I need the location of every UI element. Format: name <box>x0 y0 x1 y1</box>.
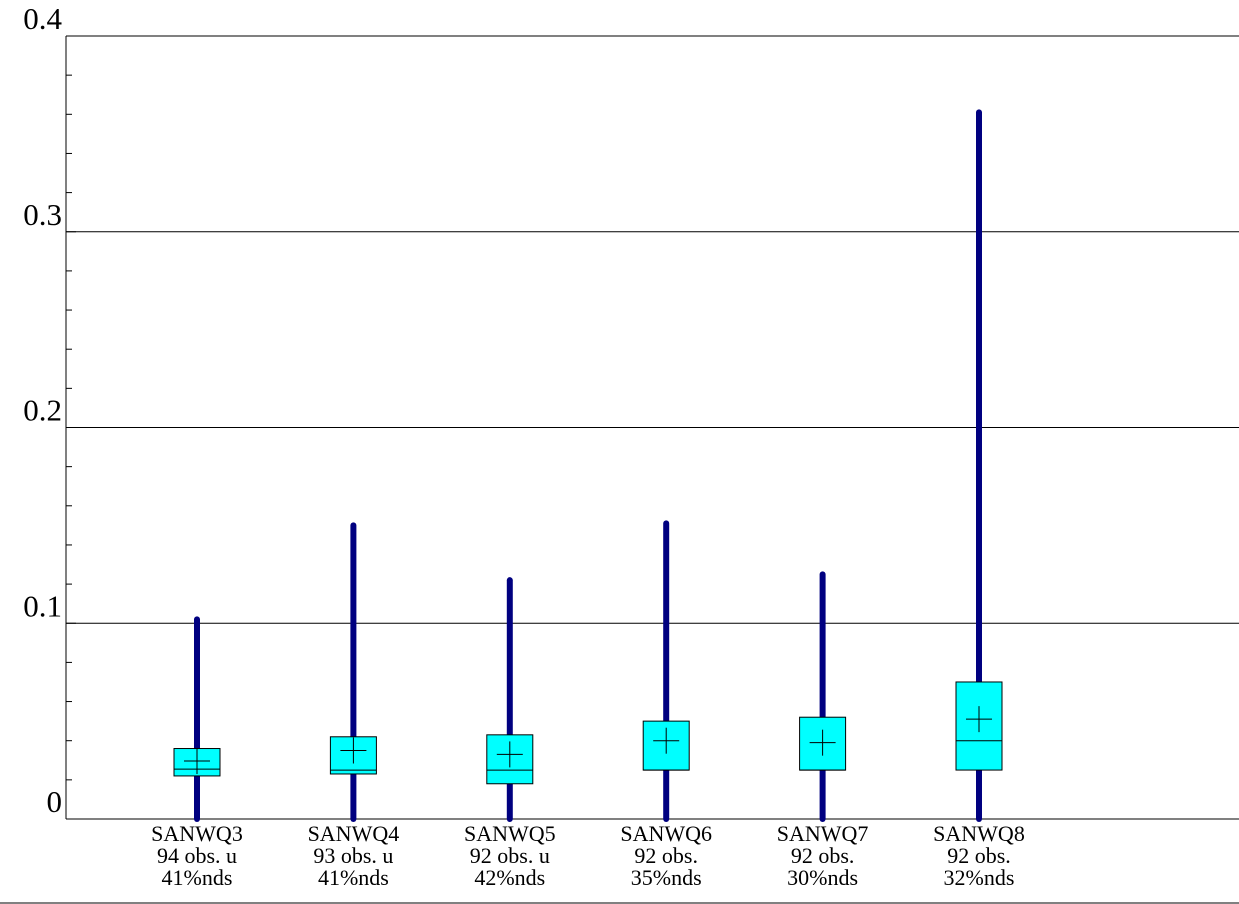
mean-marker <box>340 737 367 764</box>
x-sublabel: 93 obs. u <box>313 843 393 868</box>
y-tick-label: 0.2 <box>23 393 62 428</box>
x-sublabel: 92 obs. u <box>470 843 550 868</box>
x-tick-label: SANWQ6 <box>620 821 712 846</box>
x-sublabel: 41%nds <box>162 865 233 890</box>
mean-marker <box>496 741 523 768</box>
y-tick-label: 0.3 <box>23 197 62 232</box>
y-tick-label: 0.1 <box>23 588 62 623</box>
x-sublabel: 92 obs. <box>947 843 1011 868</box>
mean-marker <box>966 706 992 733</box>
x-sublabel: 42%nds <box>474 865 545 890</box>
mean-marker <box>184 748 210 775</box>
x-sublabel: 94 obs. u <box>157 843 237 868</box>
y-tick-label: 0.4 <box>23 1 62 36</box>
x-sublabel: 92 obs. <box>634 843 698 868</box>
x-tick-label: SANWQ7 <box>777 821 869 846</box>
y-tick-label: 0 <box>47 784 63 819</box>
x-tick-label: SANWQ5 <box>464 821 556 846</box>
mean-marker <box>653 727 680 754</box>
x-tick-label: SANWQ3 <box>151 821 243 846</box>
x-sublabel: 41%nds <box>318 865 389 890</box>
x-sublabel: 35%nds <box>631 865 702 890</box>
x-tick-label: SANWQ4 <box>308 821 400 846</box>
x-sublabel: 32%nds <box>944 865 1015 890</box>
x-sublabel: 92 obs. <box>791 843 855 868</box>
mean-marker <box>809 729 836 756</box>
x-sublabel: 30%nds <box>787 865 858 890</box>
x-tick-label: SANWQ8 <box>933 821 1025 846</box>
